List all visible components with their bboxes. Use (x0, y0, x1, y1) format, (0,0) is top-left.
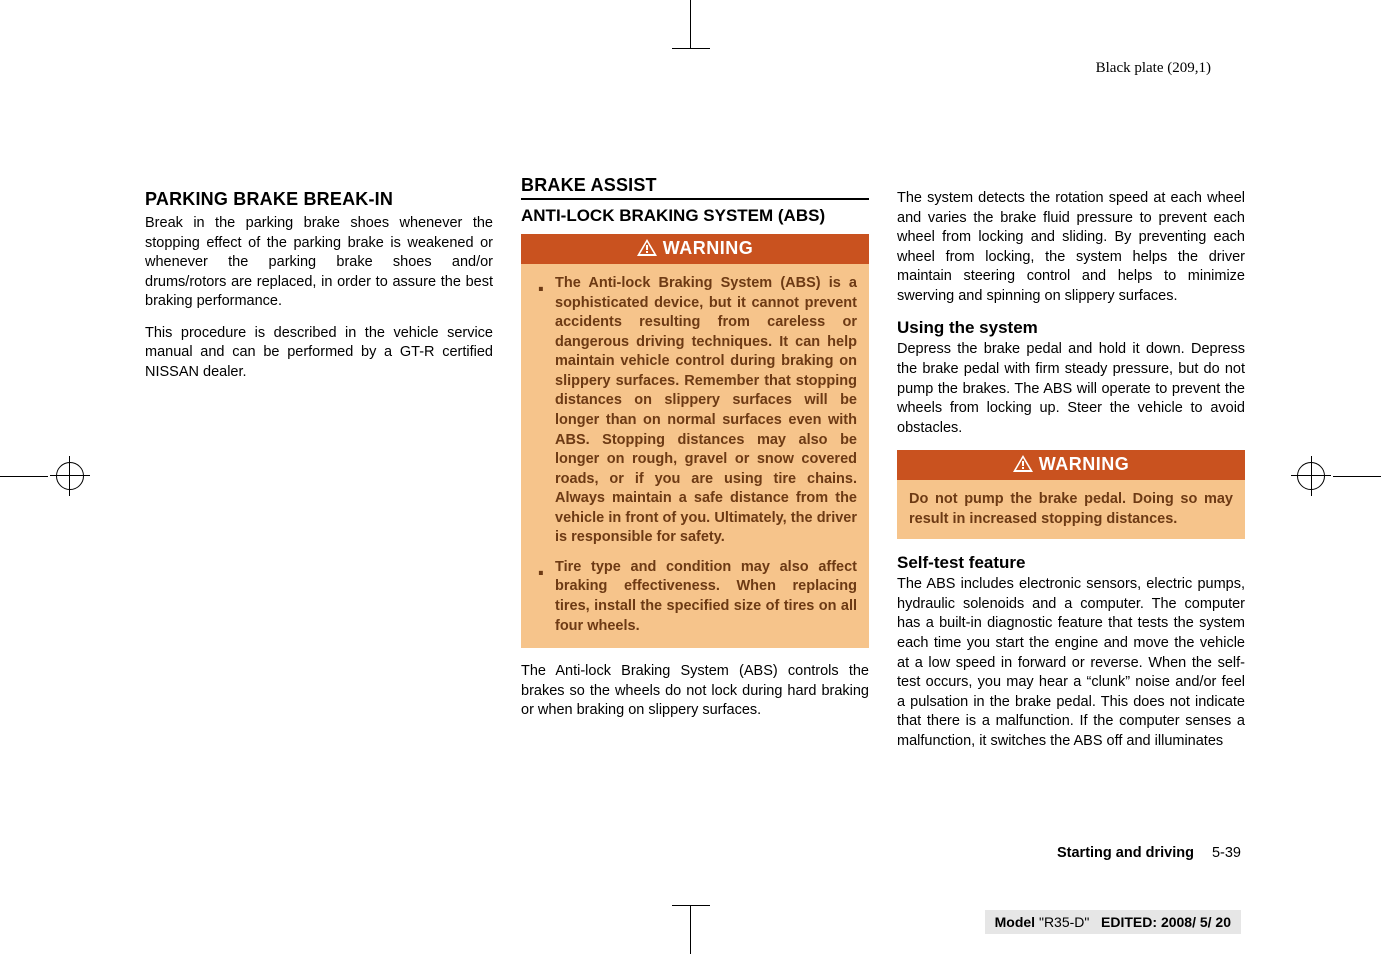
crop-mark (50, 475, 90, 476)
crop-mark (1333, 476, 1381, 477)
warning-body: The Anti-lock Braking System (ABS) is a … (521, 264, 869, 648)
model-code: "R35-D" (1039, 914, 1089, 930)
warning-header: WARNING (897, 450, 1245, 480)
heading-self-test-feature: Self-test feature (897, 553, 1245, 573)
warning-header: WARNING (521, 234, 869, 264)
footer-section: Starting and driving 5-39 (1057, 845, 1241, 861)
footer-section-label: Starting and driving (1057, 845, 1194, 861)
crop-mark (0, 476, 48, 477)
black-plate-label: Black plate (209,1) (1096, 60, 1211, 77)
column-2: BRAKE ASSIST ANTI-LOCK BRAKING SYSTEM (A… (521, 175, 869, 751)
paragraph: The ABS includes electronic sensors, ele… (897, 575, 1245, 751)
heading-using-the-system: Using the system (897, 318, 1245, 338)
crop-mark (690, 0, 691, 48)
warning-label: WARNING (1039, 454, 1130, 474)
paragraph: Break in the parking brake shoes wheneve… (145, 214, 493, 312)
crop-mark (672, 48, 710, 49)
heading-abs: ANTI-LOCK BRAKING SYSTEM (ABS) (521, 206, 869, 226)
crop-mark (1311, 456, 1312, 496)
crop-mark (1291, 475, 1331, 476)
warning-triangle-icon (1013, 455, 1033, 472)
warning-list-item: Tire type and condition may also affect … (533, 558, 857, 636)
paragraph: Depress the brake pedal and hold it down… (897, 340, 1245, 438)
warning-triangle-icon (637, 239, 657, 256)
registration-circle (56, 462, 84, 490)
crop-mark (69, 456, 70, 496)
crop-mark (672, 905, 710, 906)
heading-parking-brake-break-in: PARKING BRAKE BREAK-IN (145, 189, 493, 210)
column-1: PARKING BRAKE BREAK-IN Break in the park… (145, 175, 493, 751)
page-body: PARKING BRAKE BREAK-IN Break in the park… (145, 175, 1245, 751)
paragraph: This procedure is described in the vehic… (145, 324, 493, 383)
column-3: The system detects the rotation speed at… (897, 175, 1245, 751)
model-edition-strip: Model "R35-D" EDITED: 2008/ 5/ 20 (985, 910, 1241, 934)
warning-box-abs: WARNING The Anti-lock Braking System (AB… (521, 234, 869, 648)
edited-label: EDITED: (1101, 914, 1161, 930)
edited-value: 2008/ 5/ 20 (1161, 914, 1231, 930)
warning-body: Do not pump the brake pedal. Doing so ma… (897, 480, 1245, 539)
paragraph: The Anti-lock Braking System (ABS) contr… (521, 662, 869, 721)
warning-list-item: The Anti-lock Braking System (ABS) is a … (533, 274, 857, 548)
warning-label: WARNING (663, 238, 754, 258)
heading-brake-assist: BRAKE ASSIST (521, 175, 869, 200)
warning-box-pump: WARNING Do not pump the brake pedal. Doi… (897, 450, 1245, 539)
footer-page-number: 5-39 (1212, 845, 1241, 861)
paragraph: The system detects the rotation speed at… (897, 189, 1245, 306)
model-prefix: Model (995, 914, 1039, 930)
crop-mark (690, 906, 691, 954)
